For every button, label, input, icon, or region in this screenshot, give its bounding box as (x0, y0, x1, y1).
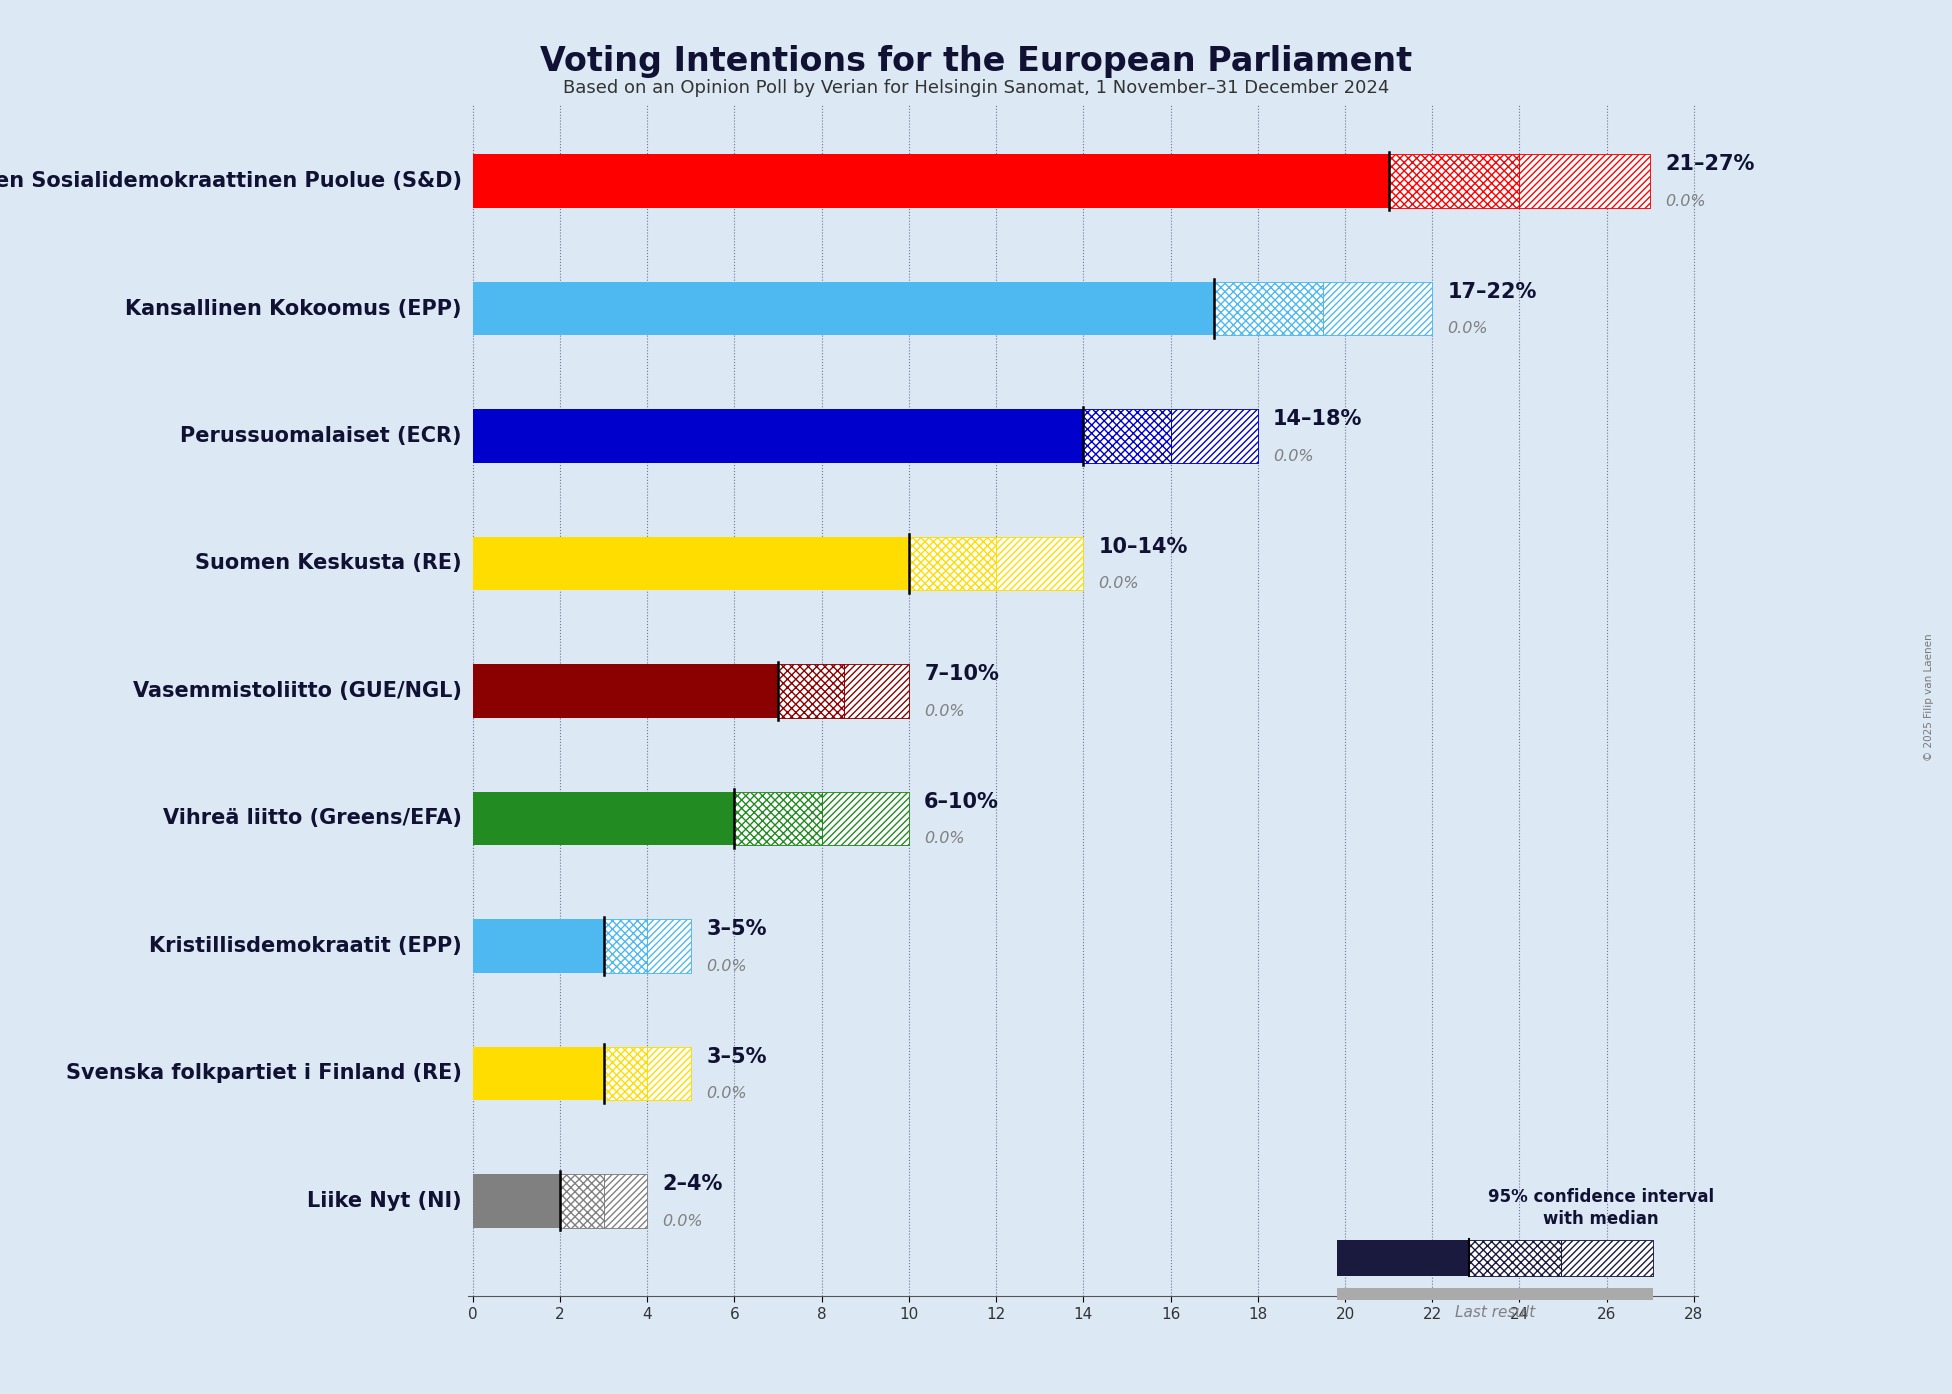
Text: 0.0%: 0.0% (923, 831, 964, 846)
Text: 0.0%: 0.0% (707, 1086, 748, 1101)
Bar (560, 1174, 603, 1228)
Bar (779, 664, 843, 718)
Bar (1519, 155, 1649, 208)
Text: 0.0%: 0.0% (1273, 449, 1314, 464)
Bar (1337, 1288, 1653, 1301)
Bar (734, 792, 822, 845)
Bar (472, 282, 1214, 336)
Bar (603, 919, 648, 973)
Bar (1171, 410, 1257, 463)
Text: 0.0%: 0.0% (1448, 322, 1487, 336)
Text: 2–4%: 2–4% (662, 1174, 722, 1195)
Bar (603, 919, 648, 973)
Bar (996, 537, 1083, 590)
Bar (472, 410, 1083, 463)
Bar (472, 155, 1388, 208)
Bar (603, 1174, 648, 1228)
Bar (1323, 282, 1433, 336)
Text: 10–14%: 10–14% (1099, 537, 1189, 556)
Bar (603, 1047, 648, 1100)
Bar (648, 1047, 691, 1100)
Bar (996, 537, 1083, 590)
Text: Kansallinen Kokoomus (EPP): Kansallinen Kokoomus (EPP) (125, 298, 463, 318)
Bar (1470, 1239, 1562, 1276)
Text: Svenska folkpartiet i Finland (RE): Svenska folkpartiet i Finland (RE) (66, 1064, 463, 1083)
Bar (734, 792, 822, 845)
Bar (472, 664, 779, 718)
Text: 14–18%: 14–18% (1273, 410, 1362, 429)
Text: 6–10%: 6–10% (923, 792, 999, 811)
Text: Liike Nyt (NI): Liike Nyt (NI) (306, 1190, 463, 1211)
Bar (603, 1047, 648, 1100)
Bar (910, 537, 996, 590)
Bar (1470, 1239, 1562, 1276)
Text: Vihreä liitto (Greens/EFA): Vihreä liitto (Greens/EFA) (164, 809, 463, 828)
Text: 0.0%: 0.0% (1099, 576, 1140, 591)
Text: Based on an Opinion Poll by Verian for Helsingin Sanomat, 1 November–31 December: Based on an Opinion Poll by Verian for H… (562, 79, 1390, 98)
Text: 21–27%: 21–27% (1665, 155, 1755, 174)
Text: 0.0%: 0.0% (707, 959, 748, 974)
Bar (822, 792, 910, 845)
Bar (472, 919, 603, 973)
Bar (603, 1174, 648, 1228)
Bar (843, 664, 910, 718)
Text: 0.0%: 0.0% (923, 704, 964, 719)
Text: Kristillisdemokraatit (EPP): Kristillisdemokraatit (EPP) (148, 935, 463, 956)
Text: 7–10%: 7–10% (923, 665, 999, 684)
Text: Suomen Sosialidemokraattinen Puolue (S&D): Suomen Sosialidemokraattinen Puolue (S&D… (0, 171, 463, 191)
Bar (648, 919, 691, 973)
Bar (1323, 282, 1433, 336)
Text: 3–5%: 3–5% (707, 1047, 767, 1066)
Bar (472, 537, 910, 590)
Bar (822, 792, 910, 845)
Text: Last result: Last result (1454, 1305, 1536, 1320)
Bar (779, 664, 843, 718)
Bar (1337, 1239, 1470, 1276)
Bar (1388, 155, 1519, 208)
Bar (472, 1047, 603, 1100)
Bar (560, 1174, 603, 1228)
Bar (472, 1174, 560, 1228)
Text: 0.0%: 0.0% (1665, 194, 1706, 209)
Text: Perussuomalaiset (ECR): Perussuomalaiset (ECR) (180, 427, 463, 446)
Text: 3–5%: 3–5% (707, 919, 767, 940)
Text: Voting Intentions for the European Parliament: Voting Intentions for the European Parli… (541, 45, 1411, 78)
Bar (1083, 410, 1171, 463)
Text: Vasemmistoliitto (GUE/NGL): Vasemmistoliitto (GUE/NGL) (133, 680, 463, 701)
Bar (648, 1047, 691, 1100)
Text: 17–22%: 17–22% (1448, 282, 1536, 302)
Bar (843, 664, 910, 718)
Bar (1214, 282, 1323, 336)
Bar (1171, 410, 1257, 463)
Text: 95% confidence interval
with median: 95% confidence interval with median (1487, 1188, 1714, 1228)
Bar (1214, 282, 1323, 336)
Bar (1519, 155, 1649, 208)
Bar (1562, 1239, 1653, 1276)
Bar (910, 537, 996, 590)
Text: Suomen Keskusta (RE): Suomen Keskusta (RE) (195, 553, 463, 573)
Bar (472, 792, 734, 845)
Bar (648, 919, 691, 973)
Bar (1388, 155, 1519, 208)
Bar (1562, 1239, 1653, 1276)
Text: 0.0%: 0.0% (662, 1214, 703, 1228)
Text: © 2025 Filip van Laenen: © 2025 Filip van Laenen (1923, 633, 1934, 761)
Bar (1083, 410, 1171, 463)
